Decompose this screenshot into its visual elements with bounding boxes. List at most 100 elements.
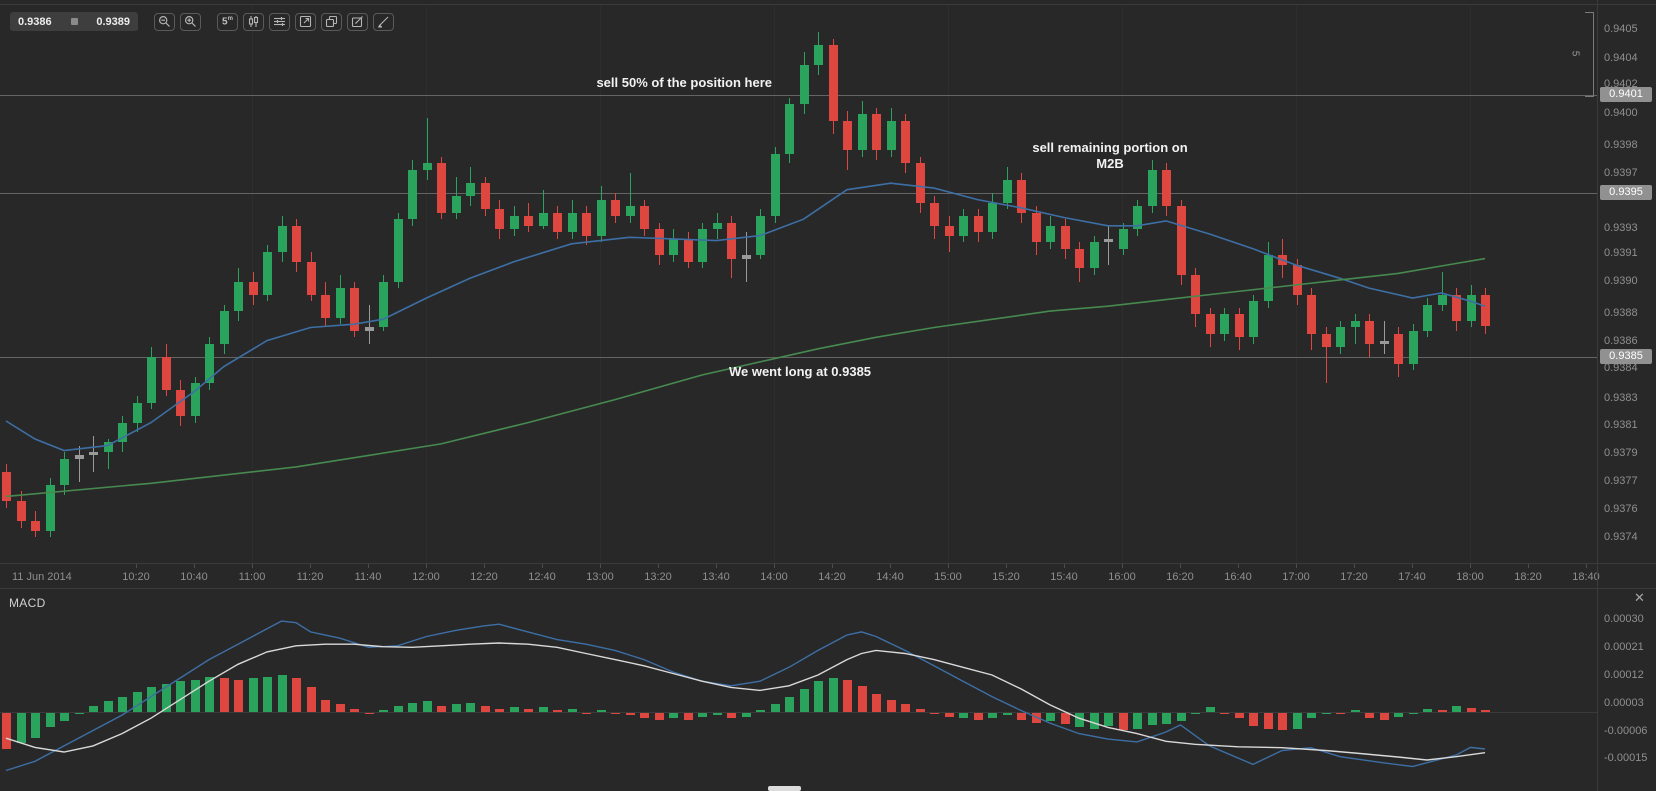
time-axis-label: 16:40 [1224, 571, 1252, 583]
chart-text-annotation[interactable]: sell remaining portion on [1032, 140, 1188, 155]
price-horizontal-line[interactable] [0, 357, 1597, 358]
candle-wick [427, 117, 428, 180]
time-axis-tick [1122, 564, 1123, 568]
indicator-settings-button[interactable] [269, 12, 290, 31]
candle-body [698, 229, 707, 262]
candle-body [1322, 334, 1331, 348]
copy-icon [325, 15, 338, 28]
time-axis-label: 17:20 [1340, 571, 1368, 583]
chart-text-annotation[interactable]: M2B [1096, 156, 1124, 171]
macd-histogram-bar [249, 678, 258, 712]
copy-chart-button[interactable] [321, 12, 342, 31]
candle-body [597, 199, 606, 236]
candle-body [466, 183, 475, 197]
timeframe-button[interactable]: 5m [217, 12, 238, 31]
time-axis-tick [252, 564, 253, 568]
time-axis-tick [1470, 564, 1471, 568]
macd-histogram-bar [1380, 712, 1389, 720]
time-axis-label: 16:20 [1166, 571, 1194, 583]
time-axis-tick [600, 564, 601, 568]
macd-histogram-bar [307, 687, 316, 712]
time-axis-label: 12:20 [470, 571, 498, 583]
expand-button[interactable] [295, 12, 316, 31]
candle-body [582, 212, 591, 236]
chart-text-annotation[interactable]: We went long at 0.9385 [728, 364, 872, 379]
edit-note-button[interactable] [347, 12, 368, 31]
candle-body [1061, 225, 1070, 249]
price-axis-label: 0.9397 [1604, 167, 1638, 179]
macd-zero-line [0, 712, 1597, 713]
price-scale-handle[interactable] [1585, 12, 1594, 97]
candle-body [814, 45, 823, 66]
date-label: 11 Jun 2014 [12, 571, 72, 583]
candle-wick [369, 304, 370, 344]
macd-histogram-bar [118, 696, 127, 712]
macd-histogram-bar [1177, 712, 1186, 722]
ask-price[interactable]: 0.9389 [96, 15, 130, 28]
chart-text-annotation[interactable]: sell 50% of the position here [596, 75, 772, 90]
macd-panel-top-border [0, 588, 1656, 589]
price-axis-label: 0.9398 [1604, 139, 1638, 151]
price-axis-label: 0.9400 [1604, 107, 1638, 119]
macd-histogram-bar [278, 675, 287, 712]
candle-body [800, 65, 809, 105]
candle-body [901, 120, 910, 164]
time-axis-tick [716, 564, 717, 568]
candle-body [684, 238, 693, 262]
candle-body [437, 163, 446, 213]
candle-body [75, 455, 84, 459]
hour-gridline [1122, 6, 1123, 563]
macd-close-icon[interactable]: ✕ [1634, 590, 1645, 605]
price-horizontal-line[interactable] [0, 193, 1597, 194]
zoom-out-button[interactable] [154, 12, 175, 31]
macd-histogram-bar [1075, 712, 1084, 728]
candle-body [263, 252, 272, 295]
candle-body [655, 229, 664, 256]
macd-histogram-bar [814, 681, 823, 712]
time-axis-label: 15:00 [934, 571, 962, 583]
hour-gridline [426, 6, 427, 563]
time-axis-label: 13:00 [586, 571, 614, 583]
time-axis-tick [948, 564, 949, 568]
time-axis-label: 10:20 [122, 571, 150, 583]
time-axis-tick [194, 564, 195, 568]
candle-body [524, 215, 533, 226]
draw-pen-button[interactable] [373, 12, 394, 31]
macd-axis-label: -0.00015 [1604, 752, 1648, 764]
time-axis-label: 15:40 [1050, 571, 1078, 583]
pen-icon [377, 15, 390, 28]
macd-histogram-bar [104, 701, 113, 712]
candle-body [843, 120, 852, 151]
candle-body [1032, 212, 1041, 243]
candle-body [1380, 340, 1389, 344]
time-axis-tick [1238, 564, 1239, 568]
time-axis-tick [1064, 564, 1065, 568]
chart-type-button[interactable] [243, 12, 264, 31]
price-scale-value: 5 [1569, 50, 1581, 57]
candle-body [220, 311, 229, 344]
macd-histogram-bar [1264, 712, 1273, 729]
macd-axis-label: -0.00006 [1604, 725, 1648, 737]
candle-body [1438, 294, 1447, 305]
price-horizontal-line[interactable] [0, 95, 1597, 96]
macd-histogram-bar [974, 712, 983, 720]
candle-body [408, 170, 417, 220]
macd-histogram-bar [263, 676, 272, 712]
time-axis-label: 12:40 [528, 571, 556, 583]
bid-ask-widget[interactable]: 0.9386 0.9389 [10, 12, 138, 31]
candle-body [742, 255, 751, 259]
zoom-in-button[interactable] [180, 12, 201, 31]
macd-histogram-bar [1133, 712, 1142, 729]
candle-body [887, 120, 896, 151]
macd-histogram-bar [1061, 712, 1070, 725]
macd-histogram-bar [466, 702, 475, 712]
macd-axis-label: 0.00012 [1604, 669, 1644, 681]
price-axis-label: 0.9391 [1604, 247, 1638, 259]
time-axis-tick [368, 564, 369, 568]
candle-body [495, 209, 504, 230]
candle-body [1235, 314, 1244, 338]
timeframe-5m-icon: 5m [222, 15, 233, 28]
time-axis-label: 18:20 [1514, 571, 1542, 583]
horizontal-scrollbar-thumb[interactable] [768, 786, 801, 791]
bid-price[interactable]: 0.9386 [18, 15, 52, 28]
